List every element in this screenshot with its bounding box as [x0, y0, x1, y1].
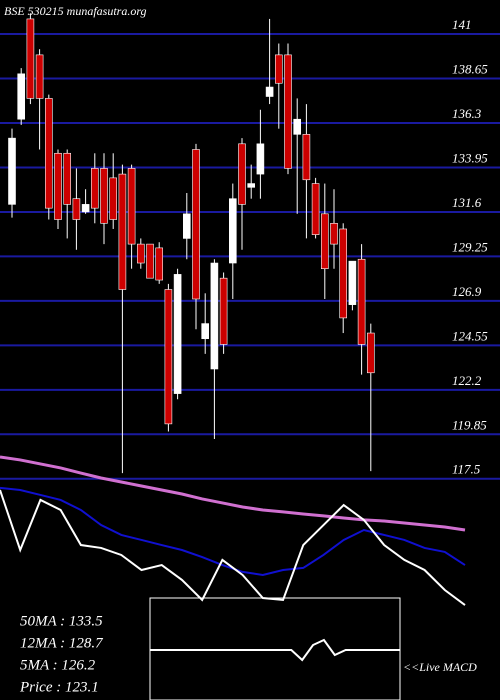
y-tick-label: 117.5 [452, 462, 481, 477]
y-tick-label: 122.2 [452, 373, 482, 388]
y-tick-label: 141 [452, 17, 472, 32]
candle-body [91, 168, 99, 209]
indicator-line [0, 489, 466, 606]
y-tick-label: 133.95 [452, 150, 488, 165]
candle-body [164, 289, 173, 425]
indicator-line [0, 486, 466, 576]
candle-body [127, 168, 136, 245]
candle-body [201, 323, 209, 340]
candle-body [192, 149, 200, 300]
chart-title: BSE 530215 munafasutra.org [4, 4, 147, 18]
y-tick-label: 136.3 [452, 106, 482, 121]
indicator-line [0, 455, 466, 532]
y-tick-label: 119.85 [452, 417, 487, 432]
candle-body [44, 98, 53, 209]
candle-body [274, 54, 283, 84]
candle-body [293, 118, 302, 135]
stat-label: 50MA : 133.5 [20, 613, 103, 629]
stat-label: Price : 123.1 [19, 679, 99, 695]
candle-body [81, 204, 90, 213]
candle-body [238, 143, 246, 205]
stat-label: 5MA : 126.2 [20, 657, 96, 673]
candle-body [109, 177, 117, 220]
candle-body [100, 168, 108, 224]
y-tick-label: 129.25 [452, 239, 488, 254]
macd-title: <<Live MACD [403, 660, 477, 674]
y-tick-label: 124.55 [452, 328, 488, 343]
candle-body [339, 228, 348, 319]
candle-body [173, 274, 182, 394]
y-tick-label: 126.9 [452, 284, 482, 299]
candle-body [247, 183, 255, 188]
candle-body [284, 54, 292, 169]
candle-body [256, 143, 265, 175]
candle-body [357, 258, 366, 345]
candle-body [137, 243, 145, 264]
candle-body [302, 134, 311, 181]
stat-label: 12MA : 128.7 [20, 635, 104, 651]
candle-body [210, 262, 219, 370]
candle-body [348, 260, 357, 305]
y-tick-label: 138.65 [452, 62, 488, 77]
candle-body [118, 173, 127, 290]
candle-body [311, 183, 320, 235]
candle-body [63, 152, 72, 205]
indicator-line [150, 638, 400, 662]
candle-body [155, 247, 163, 281]
candle-body [330, 222, 338, 245]
candle-body [265, 86, 274, 97]
candle-body [8, 137, 16, 205]
candle-body [219, 277, 228, 345]
candle-body [183, 213, 191, 239]
candle-body [26, 18, 35, 99]
candle-body [146, 243, 154, 279]
candle-body [229, 198, 237, 264]
candle-body [17, 73, 26, 120]
candle-body [72, 198, 81, 220]
y-tick-label: 131.6 [452, 195, 482, 210]
candle-body [366, 332, 375, 374]
candle-body [54, 152, 62, 220]
candle-body [35, 54, 44, 99]
candle-body [320, 213, 329, 270]
